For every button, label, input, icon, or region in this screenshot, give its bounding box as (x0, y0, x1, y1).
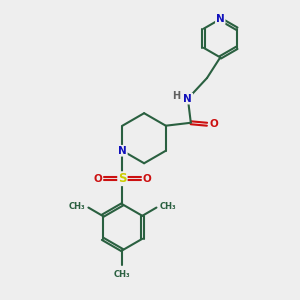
Text: H: H (172, 91, 181, 101)
Text: O: O (143, 174, 152, 184)
Text: CH₃: CH₃ (114, 270, 131, 279)
Text: CH₃: CH₃ (68, 202, 85, 211)
Text: O: O (93, 174, 102, 184)
Text: N: N (118, 146, 127, 156)
Text: N: N (216, 14, 225, 24)
Text: CH₃: CH₃ (160, 202, 177, 211)
Text: N: N (184, 94, 192, 103)
Text: S: S (118, 172, 127, 185)
Text: O: O (209, 119, 218, 129)
